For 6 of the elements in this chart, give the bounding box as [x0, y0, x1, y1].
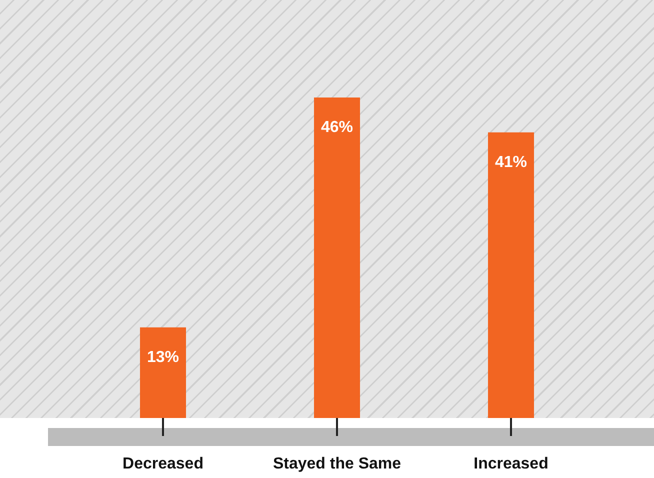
- x-tick-label: Increased: [474, 456, 548, 472]
- data-label: 41%: [494, 154, 528, 171]
- x-tick-label: Stayed the Same: [272, 456, 402, 472]
- data-label: 46%: [320, 119, 354, 136]
- x-tick-label: Decreased: [122, 456, 204, 472]
- data-label: 13%: [146, 348, 180, 366]
